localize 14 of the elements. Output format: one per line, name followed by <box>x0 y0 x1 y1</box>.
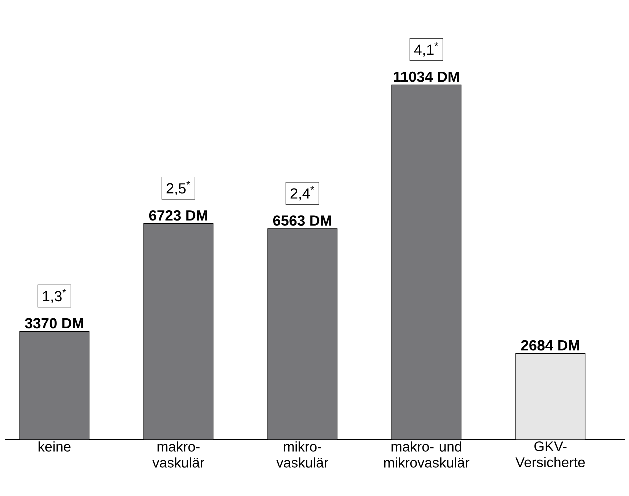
annotation: 2,5$^{*}$ <box>166 181 190 196</box>
annotation: 2,4$^{*}$ <box>290 186 314 201</box>
x-tick-label: keine <box>38 442 71 452</box>
x-tick-label: makro- und mikrovaskulär <box>384 442 470 468</box>
data-label: 6723 DM <box>149 210 208 221</box>
data-label: 11034 DM <box>394 72 460 82</box>
x-tick-label: mikro-vaskulär <box>276 442 328 468</box>
data-label: 2684 DM <box>521 340 580 351</box>
x-tick-label: GKV-Versicherte <box>516 442 586 468</box>
annotation: 4,1$^{*}$ <box>414 42 438 57</box>
data-label: 6563 DM <box>273 216 332 226</box>
data-label: 3370 DM <box>25 318 84 329</box>
annotation: 1,3$^{*}$ <box>43 289 66 304</box>
x-tick-label: makro-vaskulär <box>152 442 204 468</box>
